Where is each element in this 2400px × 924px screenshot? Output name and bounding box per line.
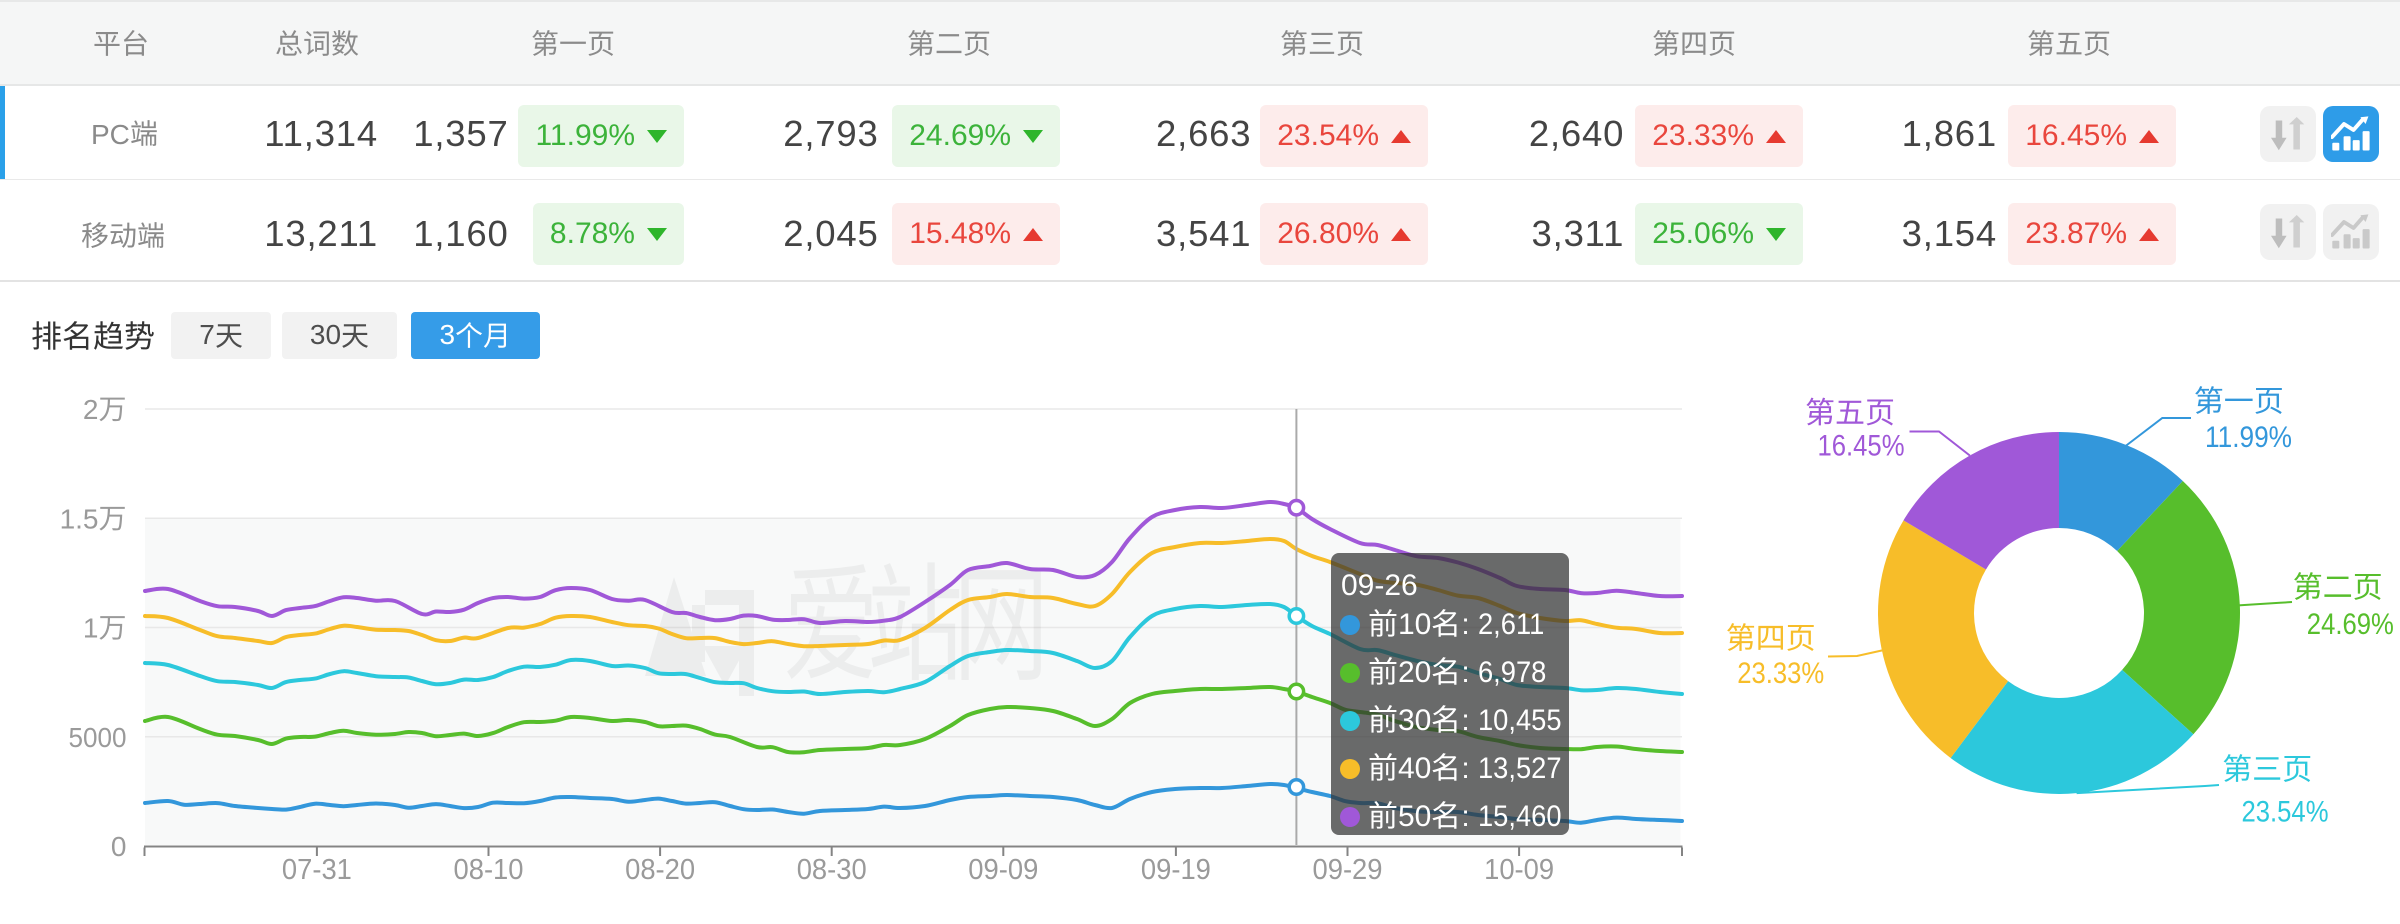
svg-text:2: 2 [83,394,99,425]
svg-text:16.45%: 16.45% [1818,430,1905,463]
svg-text:0: 0 [111,831,127,862]
svg-text:23.54%: 23.54% [2242,796,2329,829]
svg-text:1.5: 1.5 [60,503,99,534]
svg-text:24.69%: 24.69% [2307,608,2394,641]
svg-text:08-30: 08-30 [797,854,867,886]
svg-text:08-20: 08-20 [625,854,695,886]
svg-text:1: 1 [83,613,99,644]
svg-text:10-09: 10-09 [1484,854,1554,886]
svg-text:07-31: 07-31 [282,854,352,886]
svg-text:09-19: 09-19 [1141,854,1211,886]
svg-text:09-29: 09-29 [1313,854,1383,886]
svg-text:5000: 5000 [69,722,127,753]
svg-text:08-10: 08-10 [454,854,524,886]
svg-text:23.33%: 23.33% [1737,657,1824,690]
svg-text:09-09: 09-09 [968,854,1038,886]
svg-text:11.99%: 11.99% [2205,421,2292,454]
